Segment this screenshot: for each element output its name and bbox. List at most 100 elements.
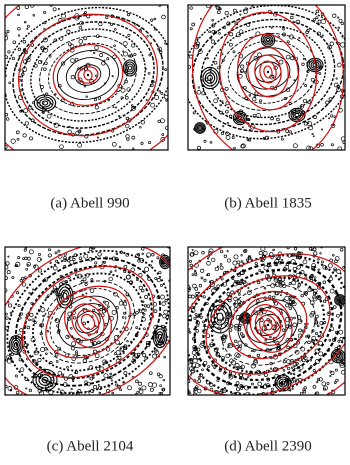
red-contour	[76, 309, 100, 335]
noise-speck	[115, 252, 119, 256]
noise-speck	[311, 263, 316, 268]
noise-speck	[103, 59, 106, 62]
noise-speck	[194, 273, 198, 277]
source-contour	[198, 126, 202, 130]
noise-speck	[15, 374, 18, 378]
noise-speck	[161, 14, 166, 20]
noise-speck	[132, 351, 136, 354]
noise-speck	[19, 312, 23, 316]
noise-speck	[123, 371, 128, 376]
caption: (b) Abell 1835	[224, 195, 312, 211]
source-contour	[216, 312, 224, 322]
red-contour	[218, 11, 318, 133]
noise-speck	[94, 261, 98, 265]
noise-speck	[190, 294, 195, 299]
noise-speck	[89, 299, 92, 302]
noise-speck	[81, 293, 84, 296]
noise-speck	[194, 287, 199, 291]
noise-speck	[288, 102, 292, 105]
noise-speck	[118, 343, 121, 346]
noise-speck	[241, 126, 244, 129]
noise-speck	[313, 115, 317, 119]
noise-speck	[295, 257, 298, 260]
noise-speck	[70, 327, 73, 330]
noise-speck	[273, 277, 279, 283]
noise-speck	[307, 122, 310, 125]
noise-speck	[141, 317, 146, 322]
noise-speck	[211, 18, 214, 22]
noise-speck	[125, 292, 130, 297]
noise-speck	[30, 302, 34, 305]
noise-speck	[127, 33, 131, 37]
noise-speck	[156, 256, 160, 260]
red-contour	[80, 313, 96, 331]
noise-speck	[39, 322, 45, 328]
noise-speck	[103, 373, 109, 379]
noise-speck	[150, 18, 154, 22]
noise-speck	[333, 381, 337, 384]
noise-speck	[235, 366, 240, 371]
noise-speck	[328, 338, 332, 342]
noise-speck	[306, 69, 310, 73]
noise-speck	[308, 146, 314, 150]
noise-speck	[52, 265, 58, 271]
noise-speck	[49, 383, 54, 387]
noise-speck	[306, 334, 311, 338]
noise-speck	[46, 113, 52, 119]
noise-speck	[57, 7, 60, 11]
noise-speck	[222, 281, 228, 287]
red-contour	[188, 253, 345, 395]
noise-speck	[266, 377, 271, 382]
noise-speck	[145, 341, 150, 346]
noise-speck	[196, 347, 201, 352]
noise-speck	[151, 382, 158, 388]
noise-speck	[303, 386, 307, 390]
noise-speck	[262, 384, 268, 390]
source-contour	[204, 72, 216, 84]
noise-speck	[197, 376, 201, 379]
noise-speck	[226, 258, 232, 263]
noise-speck	[23, 108, 29, 113]
noise-speck	[306, 145, 312, 150]
noise-speck	[238, 328, 242, 332]
noise-speck	[93, 51, 96, 55]
noise-speck	[122, 345, 125, 348]
noise-speck	[18, 357, 23, 362]
noise-speck	[96, 136, 99, 139]
source-contour	[332, 350, 344, 362]
noise-speck	[146, 255, 149, 258]
noise-speck	[268, 319, 272, 324]
source-contour	[278, 378, 288, 388]
noise-speck	[54, 251, 58, 255]
noise-speck	[213, 30, 218, 34]
noise-speck	[270, 116, 274, 121]
noise-speck	[334, 292, 337, 295]
noise-speck	[48, 248, 51, 252]
noise-speck	[248, 256, 252, 260]
noise-speck	[211, 29, 216, 34]
noise-speck	[44, 61, 48, 66]
noise-speck	[288, 306, 292, 310]
noise-speck	[56, 324, 60, 328]
noise-speck	[85, 95, 88, 98]
noise-speck	[270, 283, 276, 289]
noise-speck	[122, 311, 126, 315]
source-contour	[213, 308, 227, 326]
noise-speck	[290, 15, 294, 20]
noise-speck	[231, 277, 235, 281]
noise-speck	[114, 256, 119, 262]
noise-speck	[207, 365, 210, 368]
noise-speck	[134, 23, 137, 26]
noise-speck	[5, 261, 10, 266]
noise-speck	[314, 348, 320, 354]
noise-speck	[28, 291, 31, 295]
noise-speck	[315, 391, 320, 395]
noise-speck	[209, 140, 213, 144]
center-dot	[86, 73, 90, 77]
noise-speck	[250, 350, 253, 352]
noise-speck	[164, 68, 168, 71]
source-contour	[234, 112, 246, 124]
noise-speck	[82, 358, 87, 363]
noise-speck	[329, 374, 332, 378]
source-contour	[154, 328, 166, 346]
